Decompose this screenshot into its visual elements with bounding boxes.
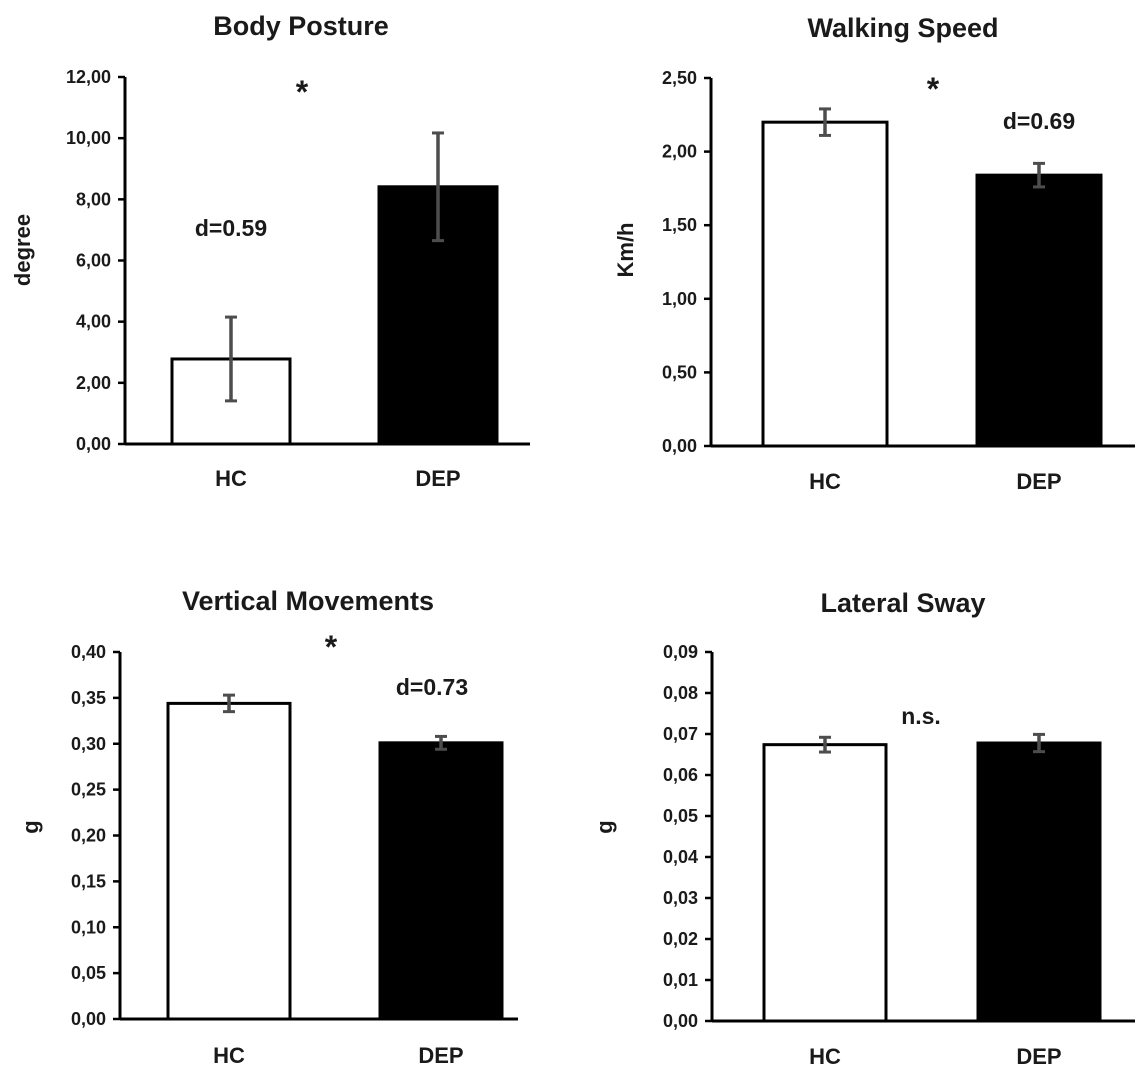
- y-tick-label: 0,20: [71, 826, 106, 846]
- y-tick-label: 0,04: [663, 847, 698, 867]
- error-bar-hc: [819, 107, 831, 137]
- x-tick-label-dep: DEP: [415, 466, 460, 491]
- x-tick-label-hc: HC: [809, 469, 841, 494]
- chart-vertical-movements: Vertical Movements g * d=0.73 0,00 0,05 0,…: [18, 586, 518, 1068]
- y-tick-label: 12,00: [66, 67, 111, 87]
- y-tick-label: 0,30: [71, 734, 106, 754]
- chart-panel-body-posture: Body Posture degree * d=0.59 0,00 2,00 4,0…: [0, 0, 568, 535]
- x-tick-label-hc: HC: [809, 1044, 841, 1069]
- chart-panel-walking-speed: Walking Speed Km/h * d=0.69 0,00 0,50 1,00…: [568, 0, 1137, 535]
- y-tick-label: 0,00: [662, 436, 697, 456]
- x-tick-label-hc: HC: [215, 466, 247, 491]
- y-tick-label: 0,01: [663, 970, 698, 990]
- y-tick-label: 4,00: [76, 312, 111, 332]
- significance-marker: *: [927, 71, 940, 107]
- y-tick-label: 0,35: [71, 688, 106, 708]
- chart-title: Walking Speed: [807, 13, 998, 43]
- y-tick-label: 0,05: [663, 806, 698, 826]
- y-tick-label: 0,50: [662, 362, 697, 382]
- y-tick-label: 0,03: [663, 888, 698, 908]
- y-tick-label: 0,00: [663, 1011, 698, 1031]
- y-tick-label: 2,00: [76, 373, 111, 393]
- error-bar-dep: [432, 131, 444, 243]
- error-bar-dep: [1033, 732, 1045, 754]
- chart-lateral-sway: Lateral Sway g n.s. 0,00 0,01 0,02 0,03 0,04…: [592, 588, 1135, 1069]
- bar-dep: [975, 173, 1103, 448]
- chart-panel-vertical-movements: Vertical Movements g * d=0.73 0,00 0,05 0,…: [0, 535, 568, 1071]
- bar-dep: [976, 741, 1102, 1023]
- chart-title: Body Posture: [213, 11, 389, 41]
- y-axis-label: degree: [10, 214, 35, 286]
- chart-title: Vertical Movements: [182, 586, 434, 616]
- y-axis-label: Km/h: [613, 223, 638, 278]
- y-tick-label: 2,50: [662, 68, 697, 88]
- y-tick-label: 6,00: [76, 251, 111, 271]
- y-tick-label: 0,40: [71, 642, 106, 662]
- y-tick-label: 0,02: [663, 929, 698, 949]
- y-tick-label: 2,00: [662, 142, 697, 162]
- y-tick-label: 0,08: [663, 683, 698, 703]
- y-tick-label: 8,00: [76, 189, 111, 209]
- significance-marker: *: [296, 74, 309, 110]
- y-tick-label: 0,00: [76, 434, 111, 454]
- bar-hc: [761, 120, 889, 448]
- y-tick-label: 1,00: [662, 289, 697, 309]
- effect-size-label: d=0.69: [1003, 108, 1075, 134]
- chart-panel-lateral-sway: Lateral Sway g n.s. 0,00 0,01 0,02 0,03 0,04…: [568, 535, 1137, 1071]
- significance-label: n.s.: [901, 703, 941, 729]
- significance-marker: *: [325, 629, 338, 665]
- chart-body-posture: Body Posture degree * d=0.59 0,00 2,00 4,0…: [10, 11, 530, 491]
- y-tick-label: 0,10: [71, 917, 106, 937]
- chart-walking-speed: Walking Speed Km/h * d=0.69 0,00 0,50 1,00…: [613, 13, 1135, 494]
- error-bar-hc: [819, 735, 831, 754]
- effect-size-label: d=0.73: [396, 674, 468, 700]
- x-tick-label-dep: DEP: [1016, 469, 1061, 494]
- effect-size-label: d=0.59: [195, 215, 267, 241]
- y-tick-label: 0,07: [663, 724, 698, 744]
- bar-dep: [378, 741, 504, 1021]
- chart-title: Lateral Sway: [820, 588, 985, 618]
- bar-hc: [166, 701, 292, 1021]
- y-tick-label: 1,50: [662, 215, 697, 235]
- x-tick-label-dep: DEP: [418, 1043, 463, 1068]
- y-tick-label: 0,05: [71, 963, 106, 983]
- y-tick-label: 0,15: [71, 871, 106, 891]
- error-bar-dep: [435, 734, 447, 751]
- y-tick-label: 0,25: [71, 780, 106, 800]
- y-tick-label: 0,09: [663, 642, 698, 662]
- y-axis-label: g: [592, 820, 617, 833]
- x-tick-label-dep: DEP: [1016, 1044, 1061, 1069]
- bar-hc: [762, 743, 888, 1023]
- y-tick-label: 0,00: [71, 1009, 106, 1029]
- y-axis-label: g: [18, 820, 43, 833]
- error-bar-hc: [223, 693, 235, 714]
- y-tick-label: 10,00: [66, 128, 111, 148]
- error-bar-dep: [1033, 161, 1045, 189]
- error-bar-hc: [225, 315, 237, 403]
- y-tick-label: 0,06: [663, 765, 698, 785]
- x-tick-label-hc: HC: [213, 1043, 245, 1068]
